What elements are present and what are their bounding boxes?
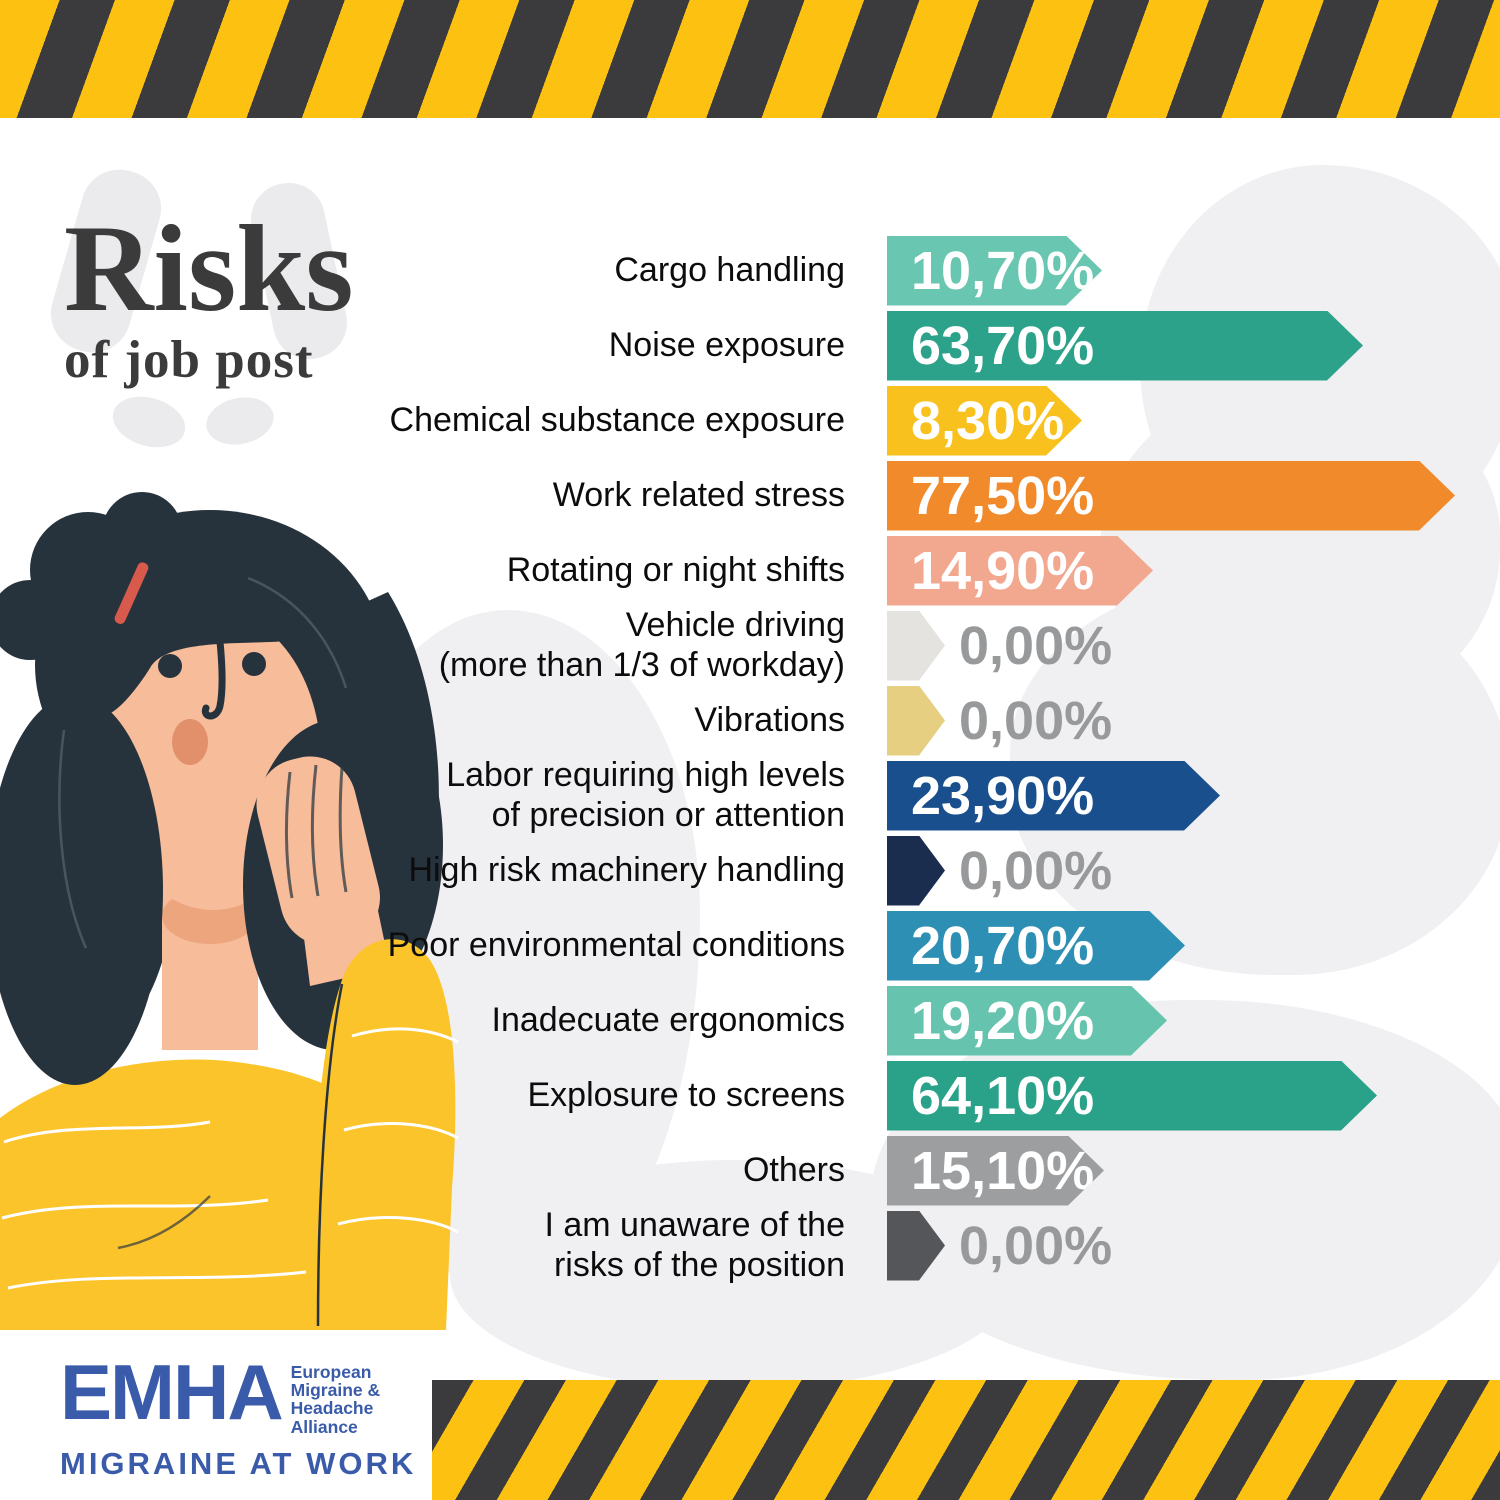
- risk-category-label: Work related stress: [552, 475, 845, 514]
- bar-area: 0,00%: [887, 686, 1112, 756]
- risk-bar: 77,50%: [887, 461, 1455, 531]
- risk-category-label: Labor requiring high levels of precision…: [446, 755, 845, 834]
- bar-area: 64,10%: [887, 1061, 1377, 1131]
- logo-org-line: European: [290, 1362, 372, 1382]
- risk-value-label: 64,10%: [911, 1065, 1095, 1126]
- chart-row: Poor environmental conditions 20,70%: [0, 908, 1500, 983]
- risk-bar: 20,70%: [887, 911, 1185, 981]
- bar-area: 20,70%: [887, 911, 1185, 981]
- risk-value-label: 0,00%: [959, 690, 1113, 751]
- risk-bar: [887, 611, 945, 681]
- risk-value-label: 15,10%: [911, 1140, 1095, 1201]
- logo-org-line: Alliance: [290, 1416, 358, 1437]
- risk-category-label: Explosure to screens: [527, 1075, 846, 1114]
- chart-row: Others 15,10%: [0, 1133, 1500, 1208]
- page-subtitle: of job post: [64, 331, 314, 390]
- risk-value-label: 23,90%: [911, 765, 1095, 826]
- logo-tagline: MIGRAINE AT WORK: [60, 1445, 417, 1481]
- risk-category-label: Rotating or night shifts: [506, 550, 845, 589]
- logo-org-name: European Migraine & Headache Alliance: [291, 1363, 380, 1436]
- risk-bar: 8,30%: [887, 386, 1082, 456]
- bar-area: 0,00%: [887, 1211, 1112, 1281]
- risk-category-label: Vehicle driving (more than 1/3 of workda…: [438, 605, 845, 684]
- risk-bar: 15,10%: [887, 1136, 1104, 1206]
- risk-category-label: High risk machinery handling: [408, 850, 845, 889]
- risk-value-label: 0,00%: [959, 615, 1113, 676]
- risk-value-label: 10,70%: [911, 240, 1095, 301]
- chart-row: Explosure to screens 64,10%: [0, 1058, 1500, 1133]
- chart-row: Inadecuate ergonomics 19,20%: [0, 983, 1500, 1058]
- risk-bar: 10,70%: [887, 236, 1102, 306]
- bar-area: 14,90%: [887, 536, 1153, 606]
- chart-row: Labor requiring high levels of precision…: [0, 755, 1500, 834]
- risk-value-label: 77,50%: [911, 465, 1095, 526]
- risk-bar: [887, 686, 945, 756]
- risk-category-label: I am unaware of the risks of the positio…: [544, 1205, 845, 1284]
- chart-row: Vibrations 0,00%: [0, 683, 1500, 758]
- risk-bar: [887, 1211, 945, 1281]
- risk-bar: [887, 836, 945, 906]
- emha-logo: EMHA European Migraine & Headache Allian…: [60, 1348, 417, 1482]
- risk-bar: 19,20%: [887, 986, 1167, 1056]
- worried-woman-illustration: [0, 492, 459, 1330]
- risk-category-label: Vibrations: [694, 700, 845, 739]
- risk-category-label: Noise exposure: [608, 325, 845, 364]
- bar-area: 23,90%: [887, 761, 1220, 831]
- chart-row: High risk machinery handling 0,00%: [0, 833, 1500, 908]
- bar-area: 15,10%: [887, 1136, 1104, 1206]
- chart-row: Work related stress 77,50%: [0, 458, 1500, 533]
- risk-category-label: Poor environmental conditions: [387, 925, 845, 964]
- risk-category-label: Inadecuate ergonomics: [491, 1000, 845, 1039]
- risk-value-label: 8,30%: [911, 390, 1065, 451]
- chart-row: Rotating or night shifts 14,90%: [0, 533, 1500, 608]
- caution-tape-bottom: [432, 1380, 1500, 1500]
- chart-row: I am unaware of the risks of the positio…: [0, 1205, 1500, 1284]
- risk-bar: 63,70%: [887, 311, 1363, 381]
- risk-bar: 14,90%: [887, 536, 1153, 606]
- logo-org-line: Migraine &: [290, 1380, 381, 1401]
- risk-value-label: 14,90%: [911, 540, 1095, 601]
- risk-value-label: 20,70%: [911, 915, 1095, 976]
- bar-area: 77,50%: [887, 461, 1455, 531]
- risk-value-label: 19,20%: [911, 990, 1095, 1051]
- risk-category-label: Others: [742, 1150, 845, 1189]
- risk-value-label: 0,00%: [959, 840, 1113, 901]
- risk-bar-chart: Cargo handling 10,70% Noise exposure 63,…: [0, 233, 1500, 1284]
- bar-area: 0,00%: [887, 611, 1112, 681]
- chart-row: Chemical substance exposure 8,30%: [0, 383, 1500, 458]
- risk-value-label: 63,70%: [911, 315, 1095, 376]
- bar-area: 0,00%: [887, 836, 1112, 906]
- bar-area: 63,70%: [887, 311, 1363, 381]
- page-title: Risks: [64, 200, 354, 337]
- risk-category-label: Chemical substance exposure: [389, 400, 845, 439]
- chart-row: Vehicle driving (more than 1/3 of workda…: [0, 605, 1500, 684]
- risk-category-label: Cargo handling: [614, 250, 845, 289]
- risk-bar: 64,10%: [887, 1061, 1377, 1131]
- bar-area: 10,70%: [887, 236, 1102, 306]
- chart-row: Noise exposure 63,70%: [0, 308, 1500, 383]
- caution-tape-top: [0, 0, 1500, 118]
- title-block: Risks of job post: [64, 200, 354, 390]
- bar-area: 8,30%: [887, 386, 1082, 456]
- logo-org-line: Headache: [290, 1398, 374, 1419]
- bar-area: 19,20%: [887, 986, 1167, 1056]
- chart-row: Cargo handling 10,70%: [0, 233, 1500, 308]
- logo-acronym: EMHA: [60, 1348, 284, 1436]
- risk-bar: 23,90%: [887, 761, 1220, 831]
- risk-value-label: 0,00%: [959, 1215, 1113, 1276]
